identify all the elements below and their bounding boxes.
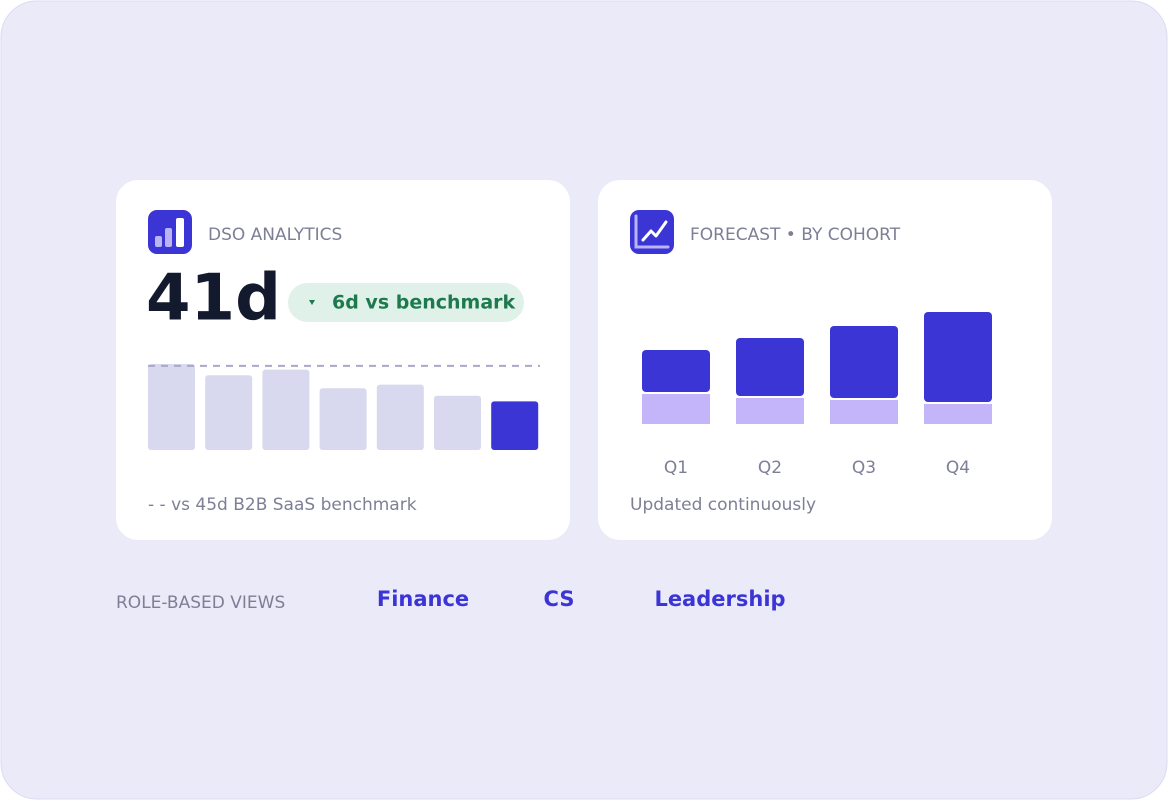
bar-segment bbox=[736, 338, 804, 396]
bar-segment bbox=[830, 400, 898, 424]
bar-segment bbox=[924, 312, 992, 402]
x-tick-label: Q3 bbox=[852, 458, 876, 478]
bar bbox=[434, 395, 481, 450]
bar-segment bbox=[924, 404, 992, 424]
role-tab[interactable]: Leadership bbox=[654, 587, 785, 611]
card-title: FORECAST • BY COHORT bbox=[690, 225, 901, 245]
x-tick-label: Q2 bbox=[758, 458, 782, 478]
bar bbox=[376, 384, 424, 450]
bar bbox=[148, 364, 195, 450]
bar bbox=[205, 375, 253, 450]
card-title: DSO ANALYTICS bbox=[208, 225, 342, 245]
role-tab[interactable]: Finance bbox=[377, 587, 469, 611]
note: Updated continuously bbox=[630, 495, 816, 515]
bar bbox=[491, 401, 539, 450]
x-tick-label: Q1 bbox=[664, 458, 688, 478]
forecast-icon bbox=[630, 210, 674, 254]
badge-text: 6d vs benchmark bbox=[332, 292, 516, 314]
down-arrow bbox=[309, 300, 315, 305]
dso-icon bbox=[148, 210, 192, 254]
bar-segment bbox=[736, 398, 804, 424]
metric: 41d bbox=[146, 262, 281, 336]
bar-segment bbox=[642, 394, 710, 424]
bar bbox=[262, 369, 310, 450]
role-tab[interactable]: CS bbox=[544, 587, 575, 611]
note: - - vs 45d B2B SaaS benchmark bbox=[148, 495, 417, 515]
bar-segment bbox=[830, 326, 898, 398]
bar-segment bbox=[642, 350, 710, 392]
section-label: ROLE-BASED VIEWS bbox=[116, 593, 285, 613]
badge bbox=[288, 283, 524, 322]
bar bbox=[319, 388, 367, 450]
forecast-card bbox=[598, 180, 1052, 540]
x-tick-label: Q4 bbox=[946, 458, 970, 478]
